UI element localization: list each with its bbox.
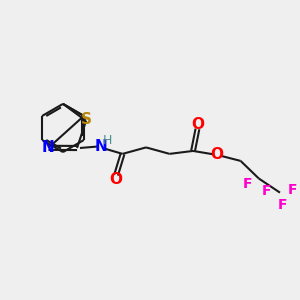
Text: F: F bbox=[261, 184, 271, 198]
Text: O: O bbox=[211, 147, 224, 162]
Text: F: F bbox=[278, 198, 288, 212]
Text: S: S bbox=[80, 112, 92, 127]
Text: N: N bbox=[42, 140, 55, 155]
Text: F: F bbox=[243, 177, 252, 191]
Text: N: N bbox=[94, 139, 107, 154]
Text: H: H bbox=[102, 134, 112, 147]
Text: F: F bbox=[288, 183, 297, 197]
Text: O: O bbox=[110, 172, 123, 187]
Text: O: O bbox=[191, 117, 205, 132]
